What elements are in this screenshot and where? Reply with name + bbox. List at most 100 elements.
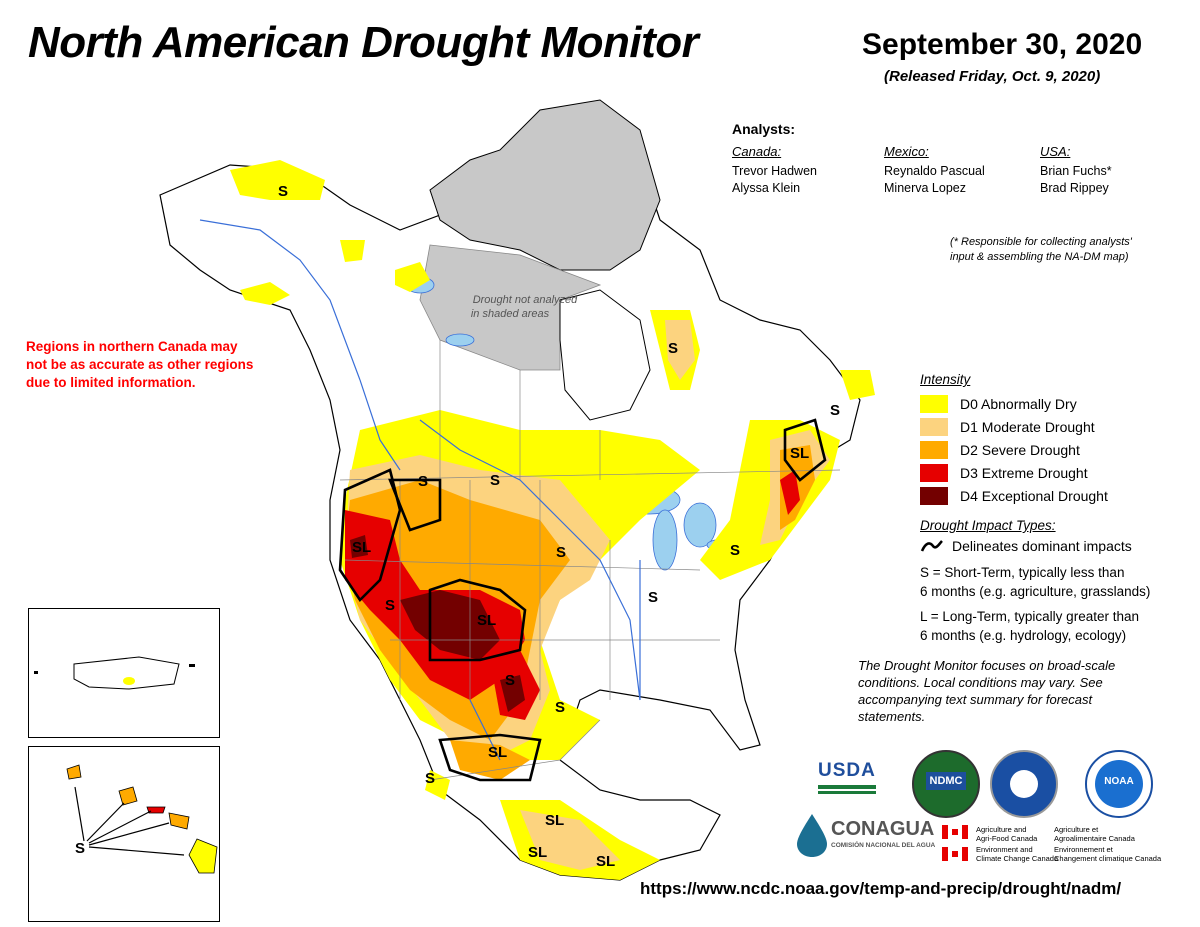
warning-line: not be as accurate as other regions — [26, 357, 254, 372]
legend-item-d2: D2 Severe Drought — [920, 440, 1080, 460]
legend-label: D4 Exceptional Drought — [960, 488, 1108, 504]
focus-note: The Drought Monitor focuses on broad-sca… — [858, 658, 1116, 724]
analysts-usa: USA: Brian Fuchs* Brad Rippey — [1040, 143, 1112, 197]
logo-text-line: Changement climatique Canada — [1054, 854, 1162, 863]
env-canada-en: Environment and Climate Change Canada — [976, 845, 1058, 863]
legend-item-d4: D4 Exceptional Drought — [920, 486, 1108, 506]
legend-item-d1: D1 Moderate Drought — [920, 417, 1095, 437]
responsibility-note-line: (* Responsible for collecting analysts' — [950, 236, 1132, 248]
warning-line: Regions in northern Canada may — [26, 339, 238, 354]
label-s-newengland: S — [730, 542, 740, 559]
map-date: September 30, 2020 — [862, 28, 1143, 61]
label-s-bc: S — [418, 473, 428, 490]
warning-line: due to limited information. — [26, 375, 196, 390]
usda-logo-text: USDA — [818, 760, 876, 781]
not-analyzed-label-1: Drought not analyzed — [473, 294, 578, 306]
impact-line-icon — [920, 540, 943, 552]
puerto-rico-inset — [28, 608, 220, 738]
ndmc-logo: NDMC — [912, 750, 980, 818]
responsibility-note: (* Responsible for collecting analysts' … — [950, 235, 1160, 265]
conagua-drop-icon — [797, 814, 827, 857]
political-borders — [339, 340, 841, 781]
ndmc-logo-text: NDMC — [926, 772, 966, 790]
logo-text-line: Agriculture and — [976, 825, 1027, 834]
analysts-canada: Canada: Trevor Hadwen Alyssa Klein — [732, 143, 817, 197]
analyst-name: Trevor Hadwen — [732, 164, 817, 178]
canada-flag-icon — [942, 847, 968, 861]
legend-swatch-d0 — [920, 395, 948, 413]
agri-canada-fr: Agriculture et Agroalimentaire Canada — [1054, 825, 1135, 843]
short-term-line: S = Short-Term, typically less than — [920, 565, 1125, 580]
not-analyzed-label-2: in shaded areas — [471, 308, 550, 320]
analyst-name: Minerva Lopez — [884, 181, 966, 195]
hawaii-map: S — [66, 764, 218, 874]
drought-d4 — [350, 535, 525, 712]
long-term-line: L = Long-Term, typically greater than — [920, 609, 1139, 624]
long-term-line: 6 months (e.g. hydrology, ecology) — [920, 628, 1127, 643]
canada-agencies-logo: Agriculture and Agri-Food Canada Agricul… — [942, 823, 1182, 865]
label-s-dakota: S — [556, 544, 566, 561]
puerto-rico-map — [34, 656, 195, 690]
label-s-nevada: S — [385, 597, 395, 614]
impact-types-title: Drought Impact Types: — [920, 518, 1056, 533]
long-term-def: L = Long-Term, typically greater than 6 … — [920, 607, 1139, 645]
arctic-islands — [429, 99, 661, 271]
logo-text-line: Environment and — [976, 845, 1033, 854]
analysts-heading: Analysts: — [732, 121, 796, 137]
intensity-legend-title: Intensity — [920, 372, 971, 387]
label-s-prairies: S — [490, 472, 500, 489]
canada-flag-icon — [942, 825, 968, 839]
short-term-def: S = Short-Term, typically less than 6 mo… — [920, 563, 1150, 601]
legend-item-d0: D0 Abnormally Dry — [920, 394, 1077, 414]
analyst-name: Alyssa Klein — [732, 181, 801, 195]
logo-text-line: Agri-Food Canada — [976, 834, 1038, 843]
noaa-logo: NOAA — [1085, 750, 1153, 818]
label-sl-oregon: SL — [352, 539, 371, 556]
analysts-mexico: Mexico: Reynaldo Pascual Minerva Lopez — [884, 143, 985, 197]
logo-text-line: Environnement et — [1054, 845, 1113, 854]
label-sl-colorado: SL — [477, 612, 496, 629]
legend-swatch-d3 — [920, 464, 948, 482]
impact-line-legend: Delineates dominant impacts — [920, 536, 1132, 556]
rivers — [199, 219, 641, 761]
conagua-logo-subtext: COMISIÓN NACIONAL DEL AGUA — [831, 842, 936, 849]
logo-text-line: Climate Change Canada — [976, 854, 1059, 863]
label-s-baja: S — [425, 770, 435, 787]
legend-label: D3 Extreme Drought — [960, 465, 1088, 481]
label-sl-mexico3: SL — [596, 853, 615, 870]
country-canada: Canada: — [732, 144, 782, 159]
hudson-bay — [559, 289, 651, 421]
release-date: (Released Friday, Oct. 9, 2020) — [884, 68, 1101, 85]
usda-logo: USDA — [818, 760, 876, 802]
label-sl-mexico2: SL — [528, 844, 547, 861]
legend-swatch-d2 — [920, 441, 948, 459]
source-url[interactable]: https://www.ncdc.noaa.gov/temp-and-preci… — [640, 879, 1122, 898]
label-s-midwest: S — [505, 672, 515, 689]
conagua-logo: CONAGUA COMISIÓN NACIONAL DEL AGUA — [795, 812, 935, 862]
label-s-quebec: S — [668, 340, 678, 357]
page-title: North American Drought Monitor — [28, 18, 699, 67]
legend-label: D1 Moderate Drought — [960, 419, 1095, 435]
legend-swatch-d4 — [920, 487, 948, 505]
label-s-texas: S — [555, 699, 565, 716]
analyst-name: Reynaldo Pascual — [884, 164, 985, 178]
country-mexico: Mexico: — [884, 144, 929, 159]
label-s-newfoundland: S — [830, 402, 840, 419]
agri-canada-en: Agriculture and Agri-Food Canada — [976, 825, 1037, 843]
legend-swatch-d1 — [920, 418, 948, 436]
noaa-logo-text: NOAA — [1104, 776, 1134, 787]
legend-label: D2 Severe Drought — [960, 442, 1080, 458]
legend-item-d3: D3 Extreme Drought — [920, 463, 1088, 483]
legend-label: D0 Abnormally Dry — [960, 396, 1077, 412]
responsibility-note-line: input & assembling the NA-DM map) — [950, 251, 1129, 263]
label-s-ontario: S — [648, 589, 658, 606]
analyst-name: Brian Fuchs* — [1040, 164, 1112, 178]
conagua-logo-text: CONAGUA — [831, 818, 935, 840]
logo-text-line: Agriculture et — [1054, 825, 1099, 834]
label-sl-chihuahua: SL — [488, 744, 507, 761]
label-sl-maritimes: SL — [790, 445, 809, 462]
label-sl-mexico1: SL — [545, 812, 564, 829]
analyst-name: Brad Rippey — [1040, 181, 1109, 195]
impact-boundaries — [338, 418, 827, 782]
country-usa: USA: — [1040, 144, 1071, 159]
